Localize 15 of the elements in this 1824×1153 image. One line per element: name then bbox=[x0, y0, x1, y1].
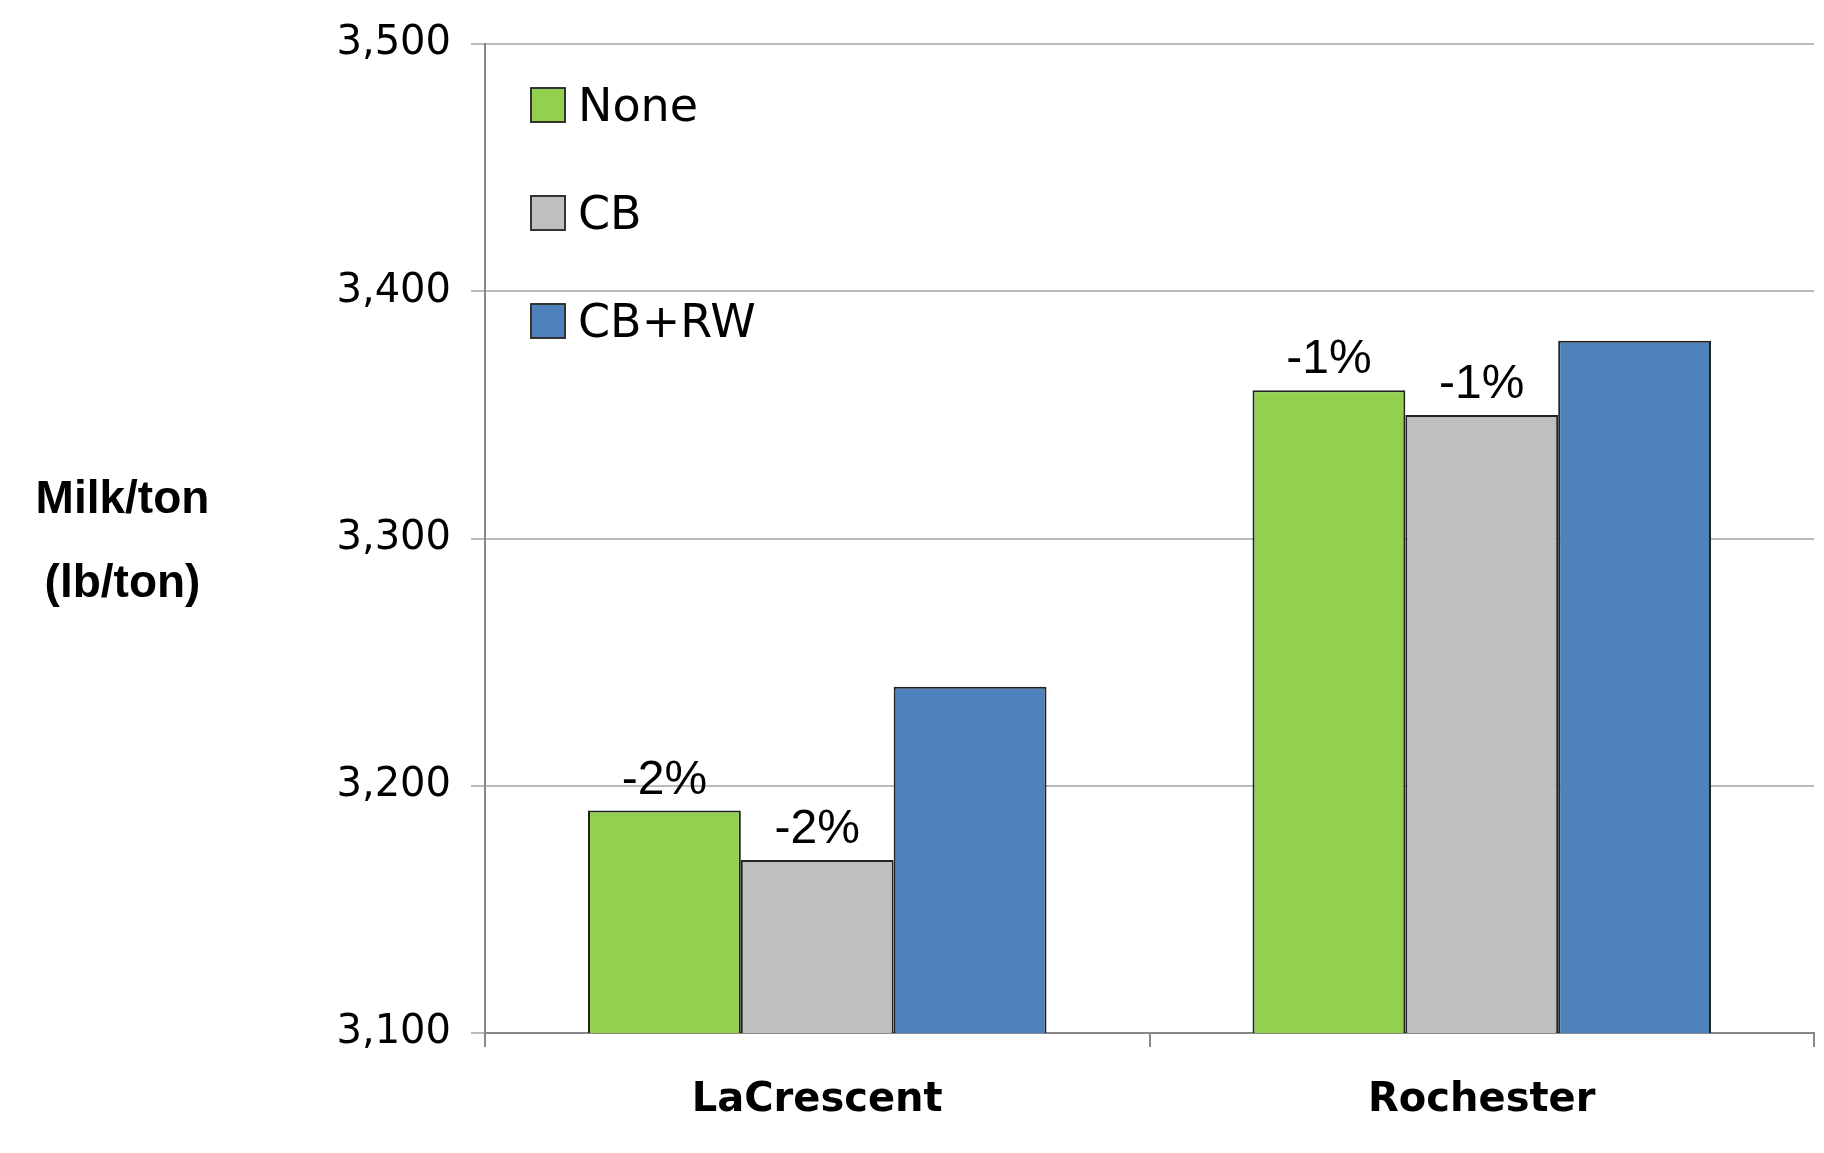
annotation: -2% bbox=[774, 800, 860, 854]
annotation: -1% bbox=[1286, 330, 1372, 384]
x-tick-label: LaCrescent bbox=[691, 1074, 943, 1121]
y-axis-title: Milk/ton (lb/ton) bbox=[34, 470, 211, 609]
x-tick-label: Rochester bbox=[1368, 1074, 1596, 1121]
legend-label: CB+RW bbox=[578, 294, 756, 348]
legend-label: CB bbox=[578, 186, 642, 240]
annotation: -1% bbox=[1439, 355, 1525, 409]
y-tick-label: 3,400 bbox=[336, 264, 451, 311]
legend-label: None bbox=[578, 78, 699, 132]
y-tick-label: 3,100 bbox=[336, 1006, 451, 1053]
annotation: -2% bbox=[621, 750, 708, 804]
y-tick-label: 3,300 bbox=[336, 511, 451, 558]
y-tick-label: 3,500 bbox=[336, 17, 451, 64]
y-tick-label: 3,200 bbox=[336, 759, 451, 806]
